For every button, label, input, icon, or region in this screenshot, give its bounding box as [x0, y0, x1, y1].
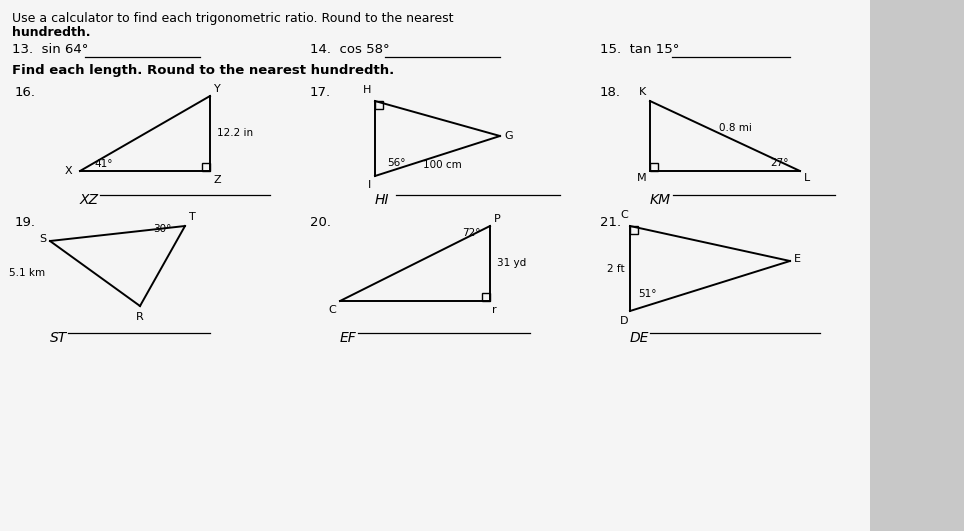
Text: T: T [189, 212, 196, 222]
Text: 17.: 17. [310, 86, 331, 99]
Text: H: H [362, 85, 371, 95]
Text: Use a calculator to find each trigonometric ratio. Round to the nearest: Use a calculator to find each trigonomet… [12, 12, 453, 25]
Text: D: D [620, 316, 628, 326]
Text: Y: Y [214, 84, 221, 94]
Text: 41°: 41° [94, 159, 113, 169]
Text: r: r [492, 305, 496, 315]
Text: M: M [636, 173, 646, 183]
Text: 18.: 18. [600, 86, 621, 99]
Text: C: C [620, 210, 628, 220]
Text: S: S [39, 234, 46, 244]
Text: X: X [65, 166, 72, 176]
Text: XZ: XZ [80, 193, 99, 207]
Text: 21.: 21. [600, 216, 621, 229]
Text: 27°: 27° [770, 158, 789, 168]
Text: HI: HI [375, 193, 389, 207]
Text: 30°: 30° [153, 224, 172, 234]
Text: 13.  sin 64°: 13. sin 64° [12, 43, 89, 56]
Text: hundredth.: hundredth. [12, 26, 91, 39]
Text: 100 cm: 100 cm [423, 160, 462, 170]
Text: L: L [804, 173, 811, 183]
Text: 5.1 km: 5.1 km [9, 269, 45, 278]
Text: G: G [504, 131, 513, 141]
Text: R: R [136, 312, 144, 322]
Text: KM: KM [650, 193, 671, 207]
Text: DE: DE [630, 331, 650, 345]
Text: 15.  tan 15°: 15. tan 15° [600, 43, 680, 56]
Text: 20.: 20. [310, 216, 331, 229]
Text: 51°: 51° [638, 289, 656, 299]
Text: Z: Z [214, 175, 222, 185]
Text: 31 yd: 31 yd [497, 259, 526, 269]
Text: 2 ft: 2 ft [607, 263, 625, 273]
Text: Find each length. Round to the nearest hundredth.: Find each length. Round to the nearest h… [12, 64, 394, 77]
Text: 0.8 mi: 0.8 mi [718, 123, 751, 133]
Text: 56°: 56° [387, 158, 406, 168]
Text: ST: ST [50, 331, 67, 345]
Text: EF: EF [340, 331, 357, 345]
Text: I: I [367, 180, 371, 190]
Bar [870, 0, 964, 531]
Text: 16.: 16. [15, 86, 36, 99]
Text: 72°: 72° [462, 228, 480, 238]
Text: 14.  cos 58°: 14. cos 58° [310, 43, 389, 56]
Text: 12.2 in: 12.2 in [217, 129, 254, 139]
Text: K: K [639, 87, 646, 97]
Text: 19.: 19. [15, 216, 36, 229]
Text: C: C [329, 305, 336, 315]
Text: E: E [794, 254, 801, 264]
Text: P: P [494, 214, 500, 224]
